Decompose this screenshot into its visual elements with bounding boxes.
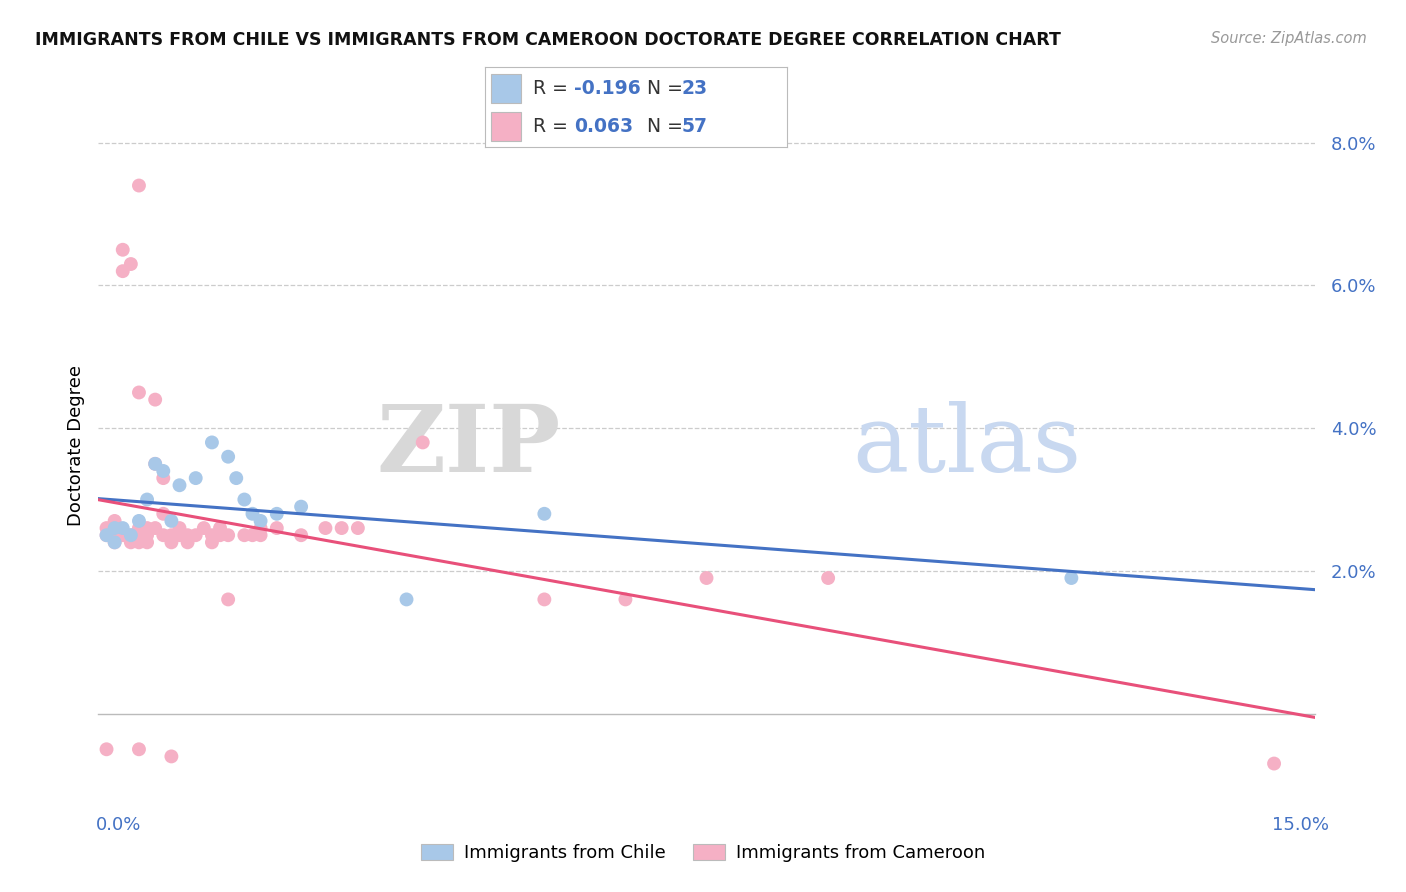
Point [136, 535, 159, 549]
Point [193, 521, 215, 535]
Text: atlas: atlas [852, 401, 1081, 491]
Point [143, 457, 166, 471]
Point [111, 528, 134, 542]
Point [136, 528, 159, 542]
Point [143, 521, 166, 535]
Point [96, 521, 118, 535]
Point [209, 528, 232, 542]
Point [225, 471, 247, 485]
Point [412, 435, 434, 450]
Point [266, 507, 288, 521]
Point [1060, 571, 1083, 585]
Point [128, 528, 150, 542]
Point [111, 243, 134, 257]
Point [209, 521, 232, 535]
Point [160, 535, 183, 549]
Point [217, 592, 239, 607]
Point [176, 528, 198, 542]
Text: IMMIGRANTS FROM CHILE VS IMMIGRANTS FROM CAMEROON DOCTORATE DEGREE CORRELATION C: IMMIGRANTS FROM CHILE VS IMMIGRANTS FROM… [35, 31, 1062, 49]
Point [152, 471, 174, 485]
Legend: Immigrants from Chile, Immigrants from Cameroon: Immigrants from Chile, Immigrants from C… [413, 837, 993, 870]
Text: 57: 57 [682, 117, 707, 136]
Text: 0.0%: 0.0% [96, 816, 141, 834]
Point [266, 521, 288, 535]
Point [120, 528, 142, 542]
Point [184, 471, 207, 485]
Text: N =: N = [647, 79, 689, 98]
Point [152, 507, 174, 521]
Point [104, 528, 127, 542]
Point [201, 528, 224, 542]
Point [136, 521, 159, 535]
Point [104, 535, 127, 549]
Point [143, 457, 166, 471]
Point [128, 178, 150, 193]
Point [96, 528, 118, 542]
Point [104, 521, 127, 535]
Point [184, 528, 207, 542]
Text: 0.063: 0.063 [574, 117, 633, 136]
FancyBboxPatch shape [491, 74, 522, 103]
FancyBboxPatch shape [491, 112, 522, 141]
Point [290, 528, 312, 542]
Point [169, 528, 191, 542]
Point [233, 492, 256, 507]
Point [533, 592, 555, 607]
Point [120, 528, 142, 542]
Text: 23: 23 [682, 79, 707, 98]
Point [111, 521, 134, 535]
Point [217, 450, 239, 464]
Point [201, 535, 224, 549]
Point [120, 257, 142, 271]
Point [160, 749, 183, 764]
Point [290, 500, 312, 514]
Point [96, 742, 118, 756]
Point [817, 571, 839, 585]
Point [314, 521, 336, 535]
Point [128, 521, 150, 535]
Point [136, 492, 159, 507]
Text: ZIP: ZIP [377, 401, 561, 491]
Point [128, 385, 150, 400]
Text: R =: R = [533, 117, 574, 136]
Point [249, 528, 271, 542]
Text: Source: ZipAtlas.com: Source: ZipAtlas.com [1211, 31, 1367, 46]
Point [128, 742, 150, 756]
Point [169, 521, 191, 535]
Point [96, 528, 118, 542]
Point [143, 392, 166, 407]
Point [233, 528, 256, 542]
Point [176, 535, 198, 549]
Point [160, 514, 183, 528]
Point [249, 514, 271, 528]
Point [242, 528, 264, 542]
Text: 15.0%: 15.0% [1271, 816, 1329, 834]
Point [201, 435, 224, 450]
Point [128, 535, 150, 549]
Point [104, 514, 127, 528]
Y-axis label: Doctorate Degree: Doctorate Degree [66, 366, 84, 526]
Point [533, 507, 555, 521]
Text: -0.196: -0.196 [574, 79, 641, 98]
Point [160, 528, 183, 542]
Point [330, 521, 353, 535]
Point [120, 535, 142, 549]
Point [696, 571, 718, 585]
Point [249, 521, 271, 535]
Text: R =: R = [533, 79, 574, 98]
Point [104, 535, 127, 549]
Point [152, 464, 174, 478]
Point [242, 507, 264, 521]
Point [128, 514, 150, 528]
Point [217, 528, 239, 542]
Point [395, 592, 418, 607]
Point [152, 528, 174, 542]
Text: N =: N = [647, 117, 689, 136]
Point [614, 592, 637, 607]
Point [347, 521, 370, 535]
Point [1263, 756, 1285, 771]
Point [169, 478, 191, 492]
Point [111, 264, 134, 278]
